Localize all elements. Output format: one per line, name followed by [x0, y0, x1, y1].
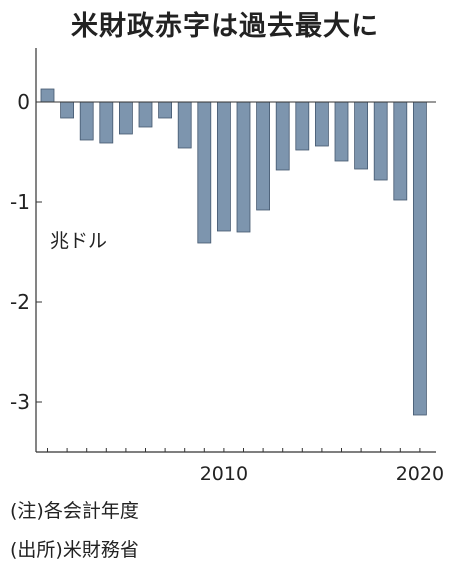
- unit-label: 兆ドル: [50, 230, 107, 252]
- bar-2020: [412, 101, 427, 416]
- bar-2016: [334, 101, 349, 162]
- y-tick-label: -2: [10, 290, 30, 314]
- bar-2010: [216, 101, 231, 232]
- bar-2011: [236, 101, 251, 233]
- x-tick-label-2020: 2020: [396, 463, 444, 485]
- bar-2012: [256, 101, 271, 211]
- bar-2007: [158, 101, 173, 119]
- x-tick-label-2010: 2010: [200, 463, 248, 485]
- bar-2018: [373, 101, 388, 181]
- bar-2013: [275, 101, 290, 171]
- bar-2015: [314, 101, 329, 147]
- chart-title: 米財政赤字は過去最大に: [71, 11, 379, 42]
- y-tick-label: -1: [10, 190, 30, 214]
- bar-2004: [99, 101, 114, 144]
- y-tick-label: -3: [10, 390, 30, 414]
- bar-2009: [197, 101, 212, 244]
- bar-2002: [60, 101, 74, 119]
- bar-2019: [393, 101, 408, 201]
- bar-2017: [354, 101, 369, 170]
- bar-2014: [295, 101, 310, 151]
- bar-2006: [138, 101, 153, 128]
- bar-2001: [40, 88, 55, 103]
- note-fiscal-year: (注)各会計年度: [10, 500, 139, 522]
- bar-2008: [177, 101, 192, 149]
- note-source: (出所)米財務省: [10, 539, 139, 561]
- y-tick-label: 0: [17, 90, 30, 114]
- bar-2003: [79, 101, 94, 141]
- bar-2005: [119, 101, 133, 135]
